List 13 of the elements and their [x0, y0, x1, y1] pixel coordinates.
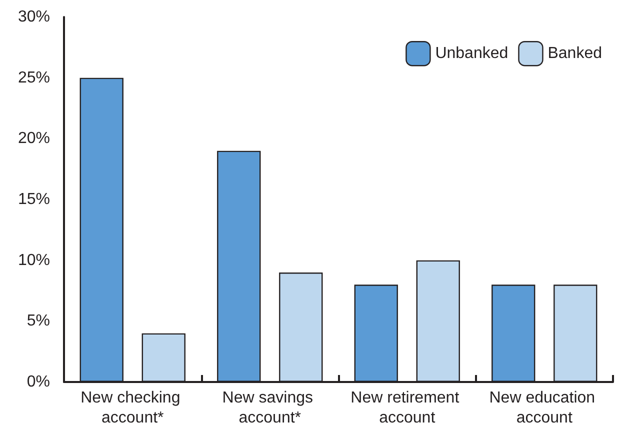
y-tick-label: 30%: [18, 8, 50, 26]
y-tick-label: 10%: [18, 252, 50, 269]
y-tick-label: 20%: [18, 130, 50, 148]
legend-label: Banked: [548, 45, 602, 62]
y-tick-label: 15%: [18, 191, 50, 208]
y-tick-label: 25%: [18, 69, 50, 86]
x-tick-label: New education account: [489, 390, 600, 426]
x-tick-label: New retirement account: [350, 390, 464, 426]
y-tick-label: 0%: [26, 374, 50, 390]
x-tick-label: New checking account*: [80, 390, 185, 426]
legend-label: Unbanked: [435, 45, 508, 62]
x-tick-label: New savings account*: [222, 390, 318, 426]
y-tick-label: 5%: [26, 312, 50, 330]
